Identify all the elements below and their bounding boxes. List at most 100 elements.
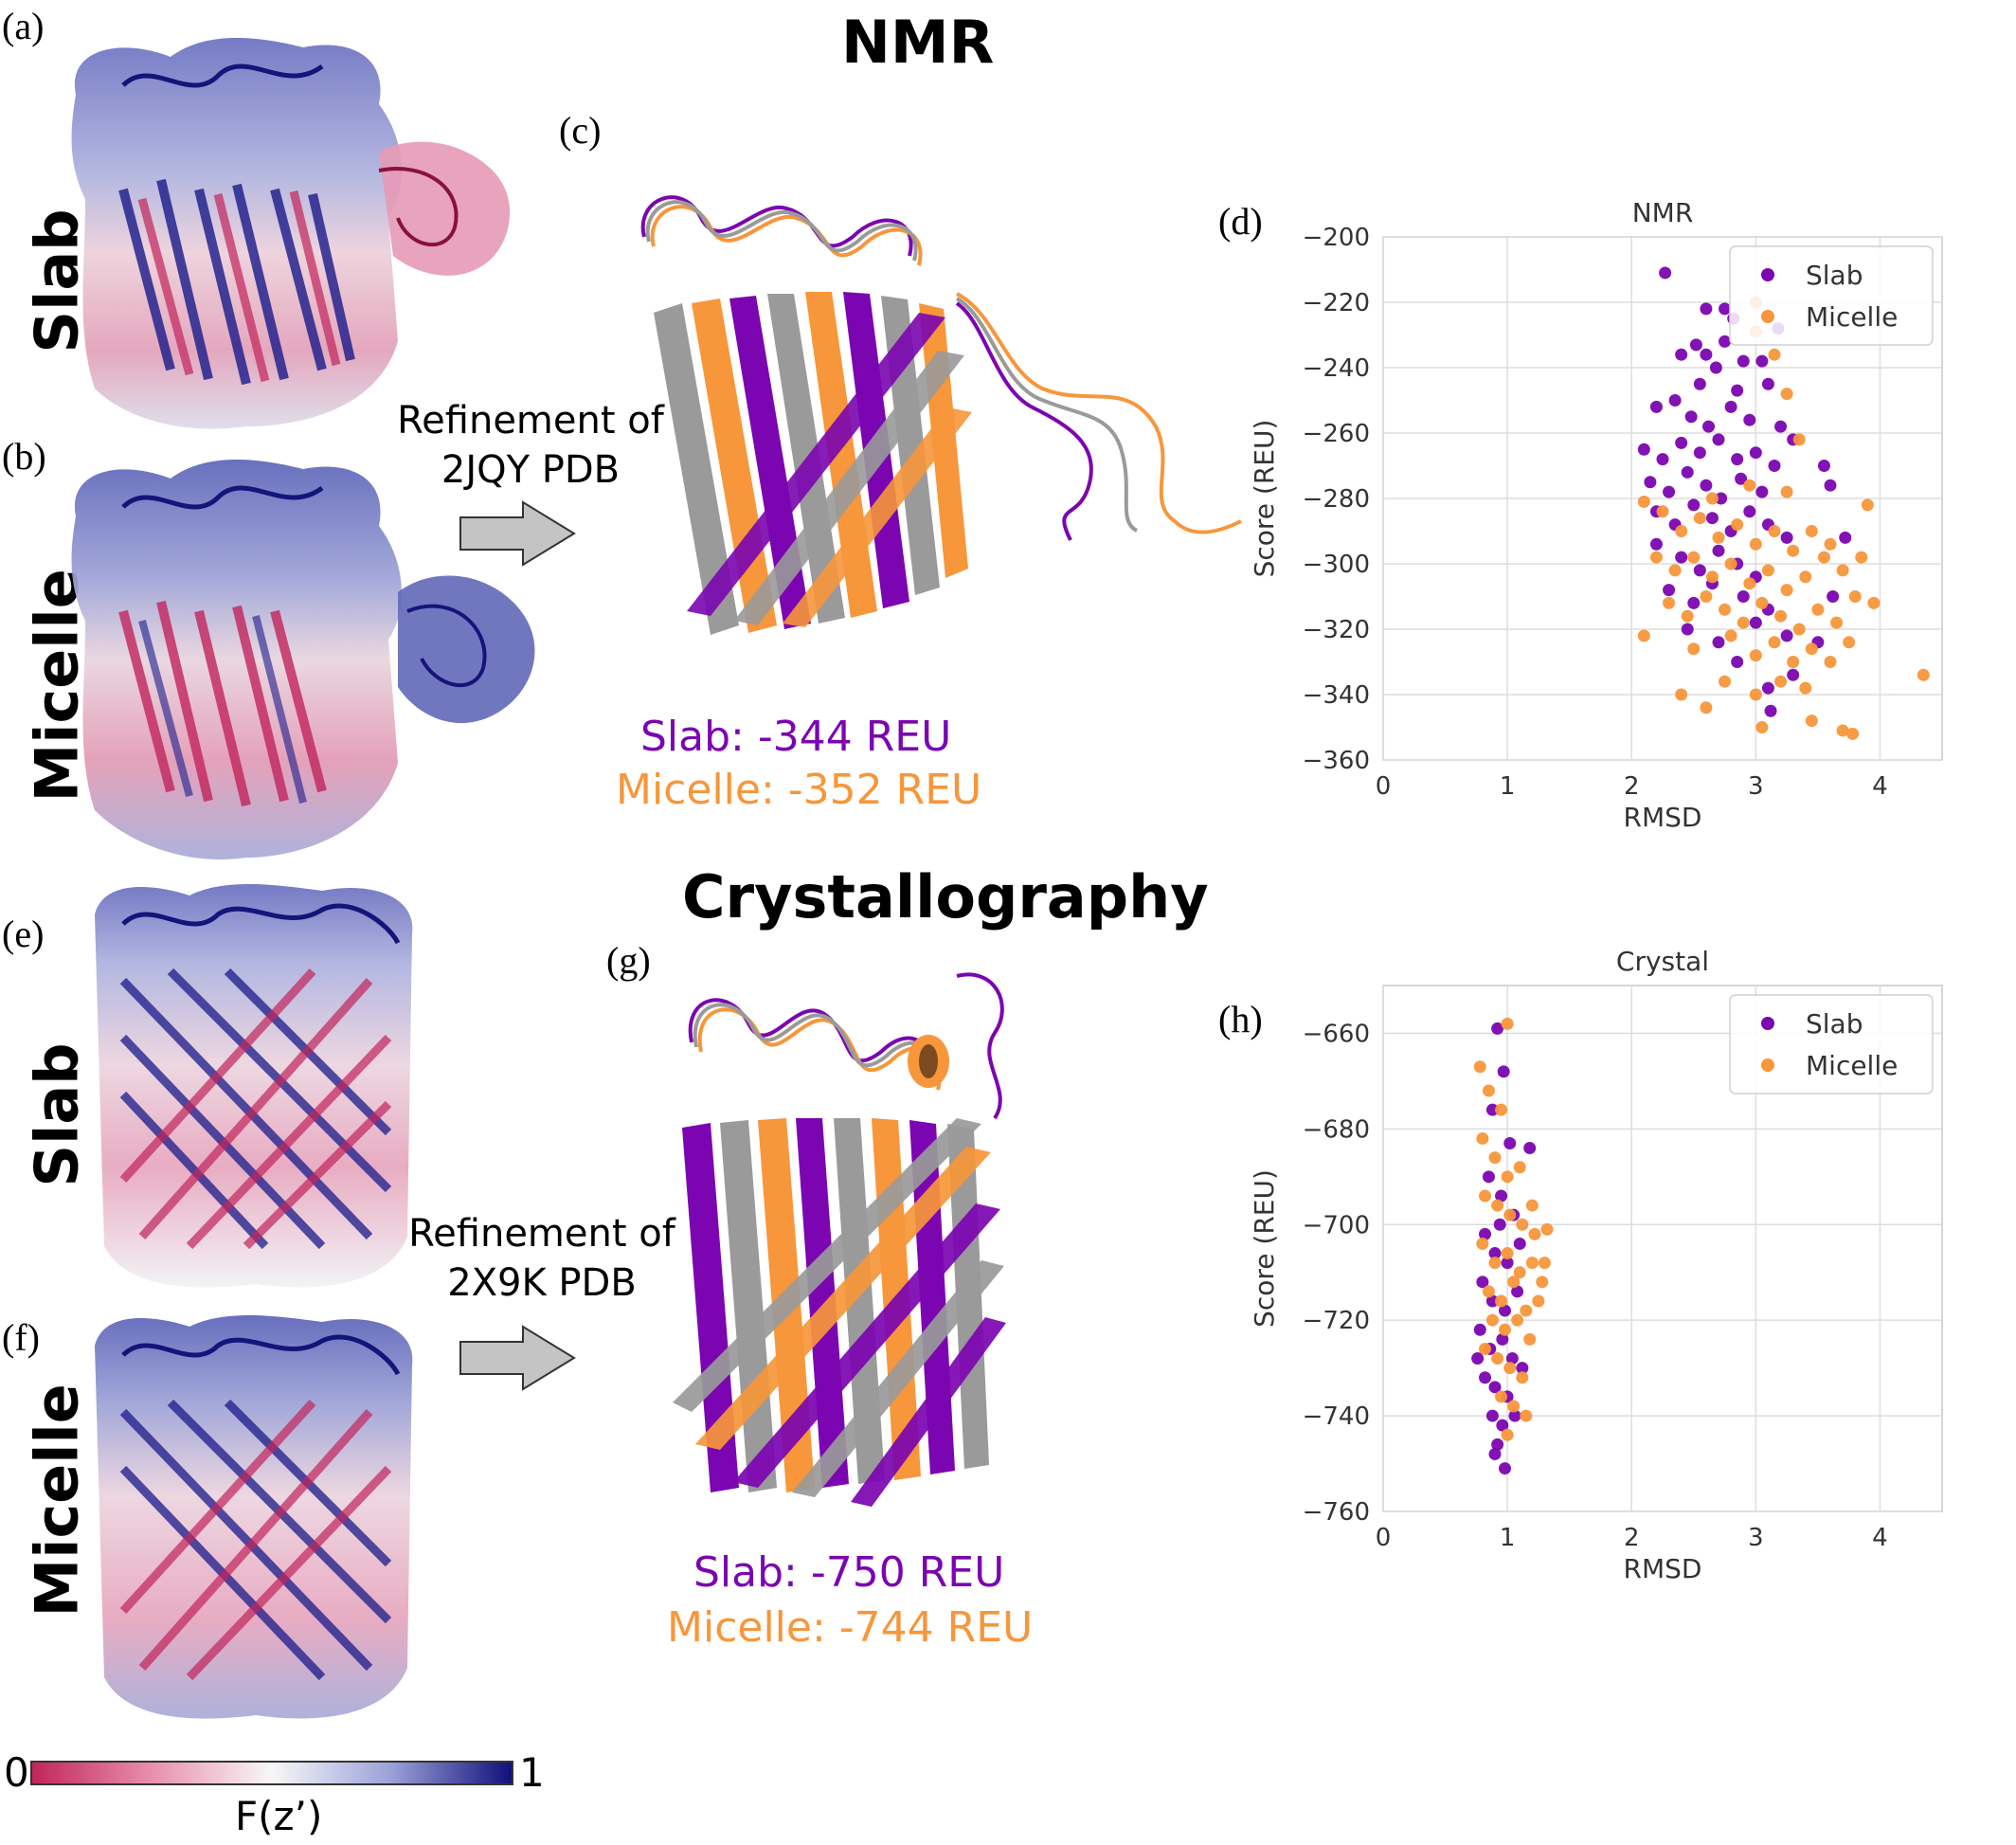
scatter-point-micelle (1774, 675, 1788, 688)
colorbar-min-label: 0 (4, 1749, 29, 1796)
legend-label-micelle: Micelle (1806, 1050, 1898, 1081)
crystal-score-rmsd-scatter-chart: 0 1 2 3 4 −660 −680 −700 −720 −740 −760 Crystal RMSD… (1249, 946, 1943, 1584)
scatter-point-slab (1656, 453, 1669, 466)
legend-box (1729, 245, 1934, 346)
scatter-point-micelle (1525, 1257, 1539, 1270)
colorbar-max-label: 1 (519, 1749, 545, 1796)
crystal-refinement-line2: 2X9K PDB (447, 1261, 637, 1305)
scatter-point-slab (1761, 377, 1774, 390)
scatter-point-micelle (1687, 642, 1701, 656)
scatter-point-slab (1488, 1447, 1502, 1460)
scatter-point-micelle (1792, 433, 1806, 446)
scatter-point-slab (1495, 1189, 1508, 1203)
scatter-point-micelle (1485, 1313, 1499, 1327)
scatter-point-micelle (1768, 636, 1781, 649)
crystal-micelle-energy: Micelle: -744 REU (667, 1603, 1034, 1652)
scatter-point-micelle (1768, 348, 1781, 361)
scatter-point-micelle (1867, 596, 1881, 609)
y-tick-label: −720 (1303, 1307, 1370, 1335)
scatter-point-micelle (1843, 636, 1856, 649)
scatter-point-micelle (1498, 1323, 1511, 1336)
scatter-point-slab (1761, 681, 1774, 695)
chart-title: NMR (1632, 197, 1694, 228)
scatter-point-micelle (1681, 609, 1694, 623)
scatter-point-micelle (1501, 1017, 1514, 1030)
panel-label-d: (d) (1218, 200, 1263, 243)
nmr-section-title: NMR (841, 8, 995, 77)
scatter-point-micelle (1787, 544, 1800, 557)
y-tick-label: −680 (1303, 1115, 1370, 1144)
scatter-point-micelle (1491, 1352, 1504, 1366)
scatter-point-micelle (1520, 1409, 1533, 1422)
scatter-point-micelle (1637, 495, 1650, 508)
scatter-point-slab (1659, 266, 1672, 280)
scatter-point-micelle (1712, 531, 1725, 544)
scatter-point-slab (1479, 1227, 1492, 1240)
scatter-point-slab (1508, 1409, 1521, 1422)
scatter-point-micelle (1780, 388, 1793, 401)
scatter-point-micelle (1538, 1257, 1551, 1270)
y-tick-label: −220 (1303, 289, 1370, 317)
scatter-point-slab (1731, 384, 1744, 397)
scatter-point-slab (1693, 564, 1706, 577)
fz-colorbar (30, 1761, 513, 1785)
scatter-point-micelle (1811, 603, 1825, 616)
scatter-point-micelle (1805, 714, 1818, 728)
scatter-point-slab (1705, 512, 1719, 525)
scatter-point-slab (1513, 1237, 1526, 1250)
crystallography-section-title: Crystallography (682, 862, 1209, 932)
x-tick-label: 4 (1872, 772, 1888, 801)
y-axis-label: Score (REU) (1249, 420, 1280, 578)
scatter-point-micelle (1507, 1400, 1521, 1413)
legend-label-micelle: Micelle (1806, 301, 1898, 333)
scatter-point-slab (1637, 443, 1650, 456)
scatter-point-slab (1737, 590, 1750, 603)
scatter-point-micelle (1836, 724, 1849, 737)
scatter-point-slab (1719, 335, 1732, 348)
x-tick-label: 0 (1376, 772, 1392, 801)
legend-label-slab: Slab (1806, 1008, 1863, 1040)
x-tick-label: 2 (1624, 772, 1640, 801)
scatter-point-micelle (1805, 525, 1818, 537)
scatter-point-micelle (1743, 479, 1756, 492)
scatter-point-micelle (1491, 1199, 1504, 1212)
scatter-point-micelle (1476, 1131, 1489, 1145)
scatter-point-slab (1768, 460, 1781, 472)
scatter-point-slab (1737, 354, 1750, 368)
scatter-point-micelle (1536, 1275, 1549, 1289)
nmr-micelle-energy: Micelle: -352 REU (616, 766, 982, 814)
scatter-point-slab (1827, 590, 1840, 603)
scatter-point-slab (1687, 498, 1701, 512)
scatter-point-micelle (1540, 1222, 1554, 1236)
panel-label-h: (h) (1218, 998, 1263, 1040)
y-tick-label: −260 (1303, 420, 1370, 448)
scatter-point-slab (1764, 704, 1777, 717)
scatter-point-micelle (1503, 1208, 1517, 1221)
scatter-point-micelle (1649, 551, 1663, 564)
nmr-refinement-label: Refinement of 2JQY PDB (379, 396, 682, 495)
scatter-point-micelle (1830, 616, 1844, 629)
scatter-point-micelle (1516, 1371, 1529, 1384)
scatter-point-micelle (1749, 688, 1762, 701)
nmr-refinement-line1: Refinement of (397, 399, 664, 443)
scatter-point-micelle (1473, 1060, 1486, 1074)
x-tick-label: 0 (1376, 1524, 1392, 1552)
scatter-point-slab (1780, 629, 1793, 642)
scatter-point-slab (1488, 1247, 1502, 1260)
scatter-point-micelle (1476, 1237, 1489, 1250)
scatter-point-micelle (1525, 1199, 1539, 1212)
micelle-surface-structure-b (71, 460, 535, 859)
crystal-slab-energy: Slab: -750 REU (693, 1548, 1005, 1597)
scatter-point-slab (1774, 420, 1788, 433)
scatter-point-slab (1488, 1381, 1502, 1394)
scatter-point-slab (1675, 551, 1688, 564)
scatter-point-micelle (1836, 564, 1849, 577)
scatter-point-micelle (1749, 649, 1762, 662)
scatter-point-micelle (1501, 1170, 1514, 1184)
scatter-point-slab (1681, 623, 1694, 636)
scatter-point-slab (1482, 1170, 1495, 1184)
y-tick-label: −200 (1303, 224, 1370, 252)
scatter-point-micelle (1700, 701, 1713, 714)
scatter-point-slab (1668, 394, 1682, 407)
crystal-refinement-arrow-icon (459, 1325, 576, 1391)
